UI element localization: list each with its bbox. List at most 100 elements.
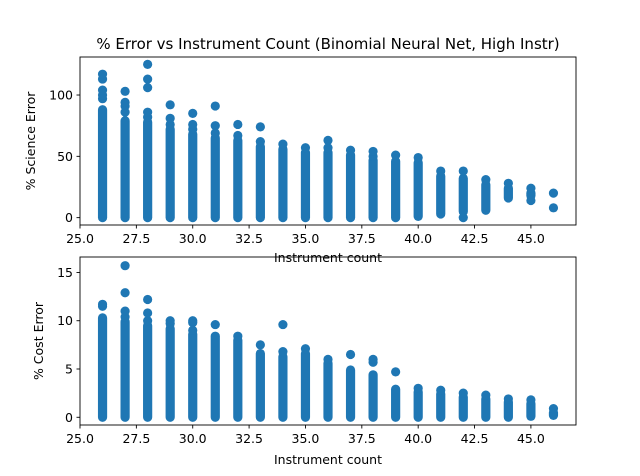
science-point-band bbox=[391, 156, 401, 223]
science-point bbox=[165, 100, 175, 110]
cost-point-band bbox=[526, 399, 536, 421]
science-x-tick-label: 32.5 bbox=[235, 231, 263, 246]
subplot-science-error: 25.0 27.5 30.0 32.5 35.0 37.5 40.0 42.5 45.0 0 50… bbox=[23, 35, 577, 265]
science-point-band bbox=[503, 183, 513, 203]
science-point bbox=[188, 108, 198, 119]
cost-point-band bbox=[345, 365, 356, 422]
cost-point-band bbox=[368, 370, 378, 422]
cost-point bbox=[481, 390, 491, 400]
cost-point bbox=[120, 261, 130, 271]
cost-point-band bbox=[278, 351, 288, 422]
cost-point bbox=[120, 306, 130, 316]
cost-point bbox=[188, 325, 198, 335]
cost-point bbox=[143, 316, 153, 326]
science-point bbox=[210, 128, 220, 138]
cost-point bbox=[413, 383, 423, 393]
cost-y-tick-label: 5 bbox=[65, 362, 73, 377]
cost-x-ticks: 25.0 27.5 30.0 32.5 35.0 37.5 40.0 42.5 45.0 bbox=[66, 425, 545, 446]
cost-point-band bbox=[97, 313, 108, 422]
science-point bbox=[143, 74, 153, 84]
science-x-tick-label: 30.0 bbox=[179, 231, 207, 246]
science-point-band bbox=[413, 157, 423, 222]
science-x-tick-label: 35.0 bbox=[292, 231, 320, 246]
subplot-cost-error: 25.0 27.5 30.0 32.5 35.0 37.5 40.0 42.5 45.0 0 5 1… bbox=[31, 256, 577, 467]
science-point bbox=[120, 86, 130, 96]
cost-point-band bbox=[436, 389, 446, 422]
science-point bbox=[143, 107, 153, 117]
science-x-tick-label: 37.5 bbox=[348, 231, 376, 246]
science-point bbox=[278, 139, 288, 149]
science-point bbox=[481, 175, 491, 185]
cost-point-band bbox=[143, 320, 153, 422]
cost-point bbox=[120, 288, 130, 298]
cost-point bbox=[143, 294, 153, 305]
science-point-band bbox=[300, 148, 311, 223]
cost-point bbox=[368, 354, 378, 364]
science-point-band bbox=[345, 150, 356, 223]
science-point-band bbox=[323, 148, 333, 223]
cost-axes-frame bbox=[79, 256, 577, 426]
science-point bbox=[165, 113, 175, 123]
cost-point-band bbox=[210, 331, 220, 422]
cost-y-tick-label: 0 bbox=[65, 410, 73, 425]
science-y-tick-label: 100 bbox=[49, 88, 73, 103]
science-point bbox=[255, 122, 265, 132]
cost-point-band bbox=[413, 387, 423, 422]
science-point bbox=[413, 152, 423, 163]
cost-point bbox=[391, 367, 401, 377]
science-x-tick-label: 25.0 bbox=[66, 231, 94, 246]
cost-point bbox=[255, 340, 265, 350]
cost-y-ticks: 0 5 10 15 bbox=[57, 265, 80, 425]
cost-x-tick-label: 35.0 bbox=[292, 431, 320, 446]
science-chart-title: % Error vs Instrument Count (Binomial Ne… bbox=[96, 35, 559, 53]
cost-point-band bbox=[458, 392, 468, 422]
cost-point bbox=[323, 354, 333, 364]
science-point bbox=[323, 143, 333, 153]
cost-point bbox=[210, 319, 220, 330]
science-point bbox=[143, 59, 153, 69]
science-point bbox=[458, 213, 468, 223]
cost-x-tick-label: 27.5 bbox=[122, 431, 150, 446]
cost-point-band bbox=[188, 329, 198, 422]
science-point-band bbox=[458, 173, 468, 217]
cost-point-band bbox=[233, 335, 243, 422]
cost-point bbox=[458, 388, 468, 398]
cost-point-band bbox=[120, 317, 130, 422]
cost-point bbox=[503, 394, 513, 404]
science-y-axis-label: % Science Error bbox=[23, 91, 38, 191]
science-point bbox=[210, 121, 220, 131]
cost-y-tick-label: 15 bbox=[57, 265, 73, 280]
science-point-band bbox=[436, 171, 446, 219]
cost-x-tick-label: 32.5 bbox=[235, 431, 263, 446]
cost-point bbox=[548, 403, 559, 414]
cost-point-band bbox=[255, 348, 265, 422]
cost-point bbox=[526, 395, 536, 405]
science-x-axis-label: Instrument count bbox=[274, 250, 382, 265]
science-point-band bbox=[255, 141, 265, 223]
science-point-band bbox=[233, 135, 243, 223]
science-point-band bbox=[368, 155, 378, 223]
science-x-tick-label: 40.0 bbox=[404, 231, 432, 246]
science-y-tick-label: 50 bbox=[57, 149, 73, 164]
cost-point-band bbox=[503, 397, 513, 422]
science-point bbox=[368, 146, 378, 157]
cost-point bbox=[233, 331, 243, 341]
science-point bbox=[345, 145, 356, 155]
science-point bbox=[526, 195, 536, 206]
cost-x-axis-label: Instrument count bbox=[274, 452, 382, 467]
science-point bbox=[120, 97, 130, 107]
cost-point bbox=[278, 347, 288, 357]
cost-point bbox=[188, 316, 198, 326]
science-point bbox=[503, 178, 513, 188]
science-point bbox=[188, 119, 198, 130]
cost-y-axis-label: % Cost Error bbox=[31, 301, 46, 380]
cost-x-tick-label: 30.0 bbox=[179, 431, 207, 446]
science-axes-frame bbox=[79, 56, 577, 226]
cost-x-tick-label: 45.0 bbox=[517, 431, 545, 446]
science-x-ticks: 25.0 27.5 30.0 32.5 35.0 37.5 40.0 42.5 45.0 bbox=[66, 225, 545, 246]
science-x-tick-label: 45.0 bbox=[517, 231, 545, 246]
cost-point-band bbox=[391, 384, 401, 422]
science-y-ticks: 0 50 100 bbox=[49, 88, 80, 225]
science-y-tick-label: 0 bbox=[65, 210, 73, 225]
